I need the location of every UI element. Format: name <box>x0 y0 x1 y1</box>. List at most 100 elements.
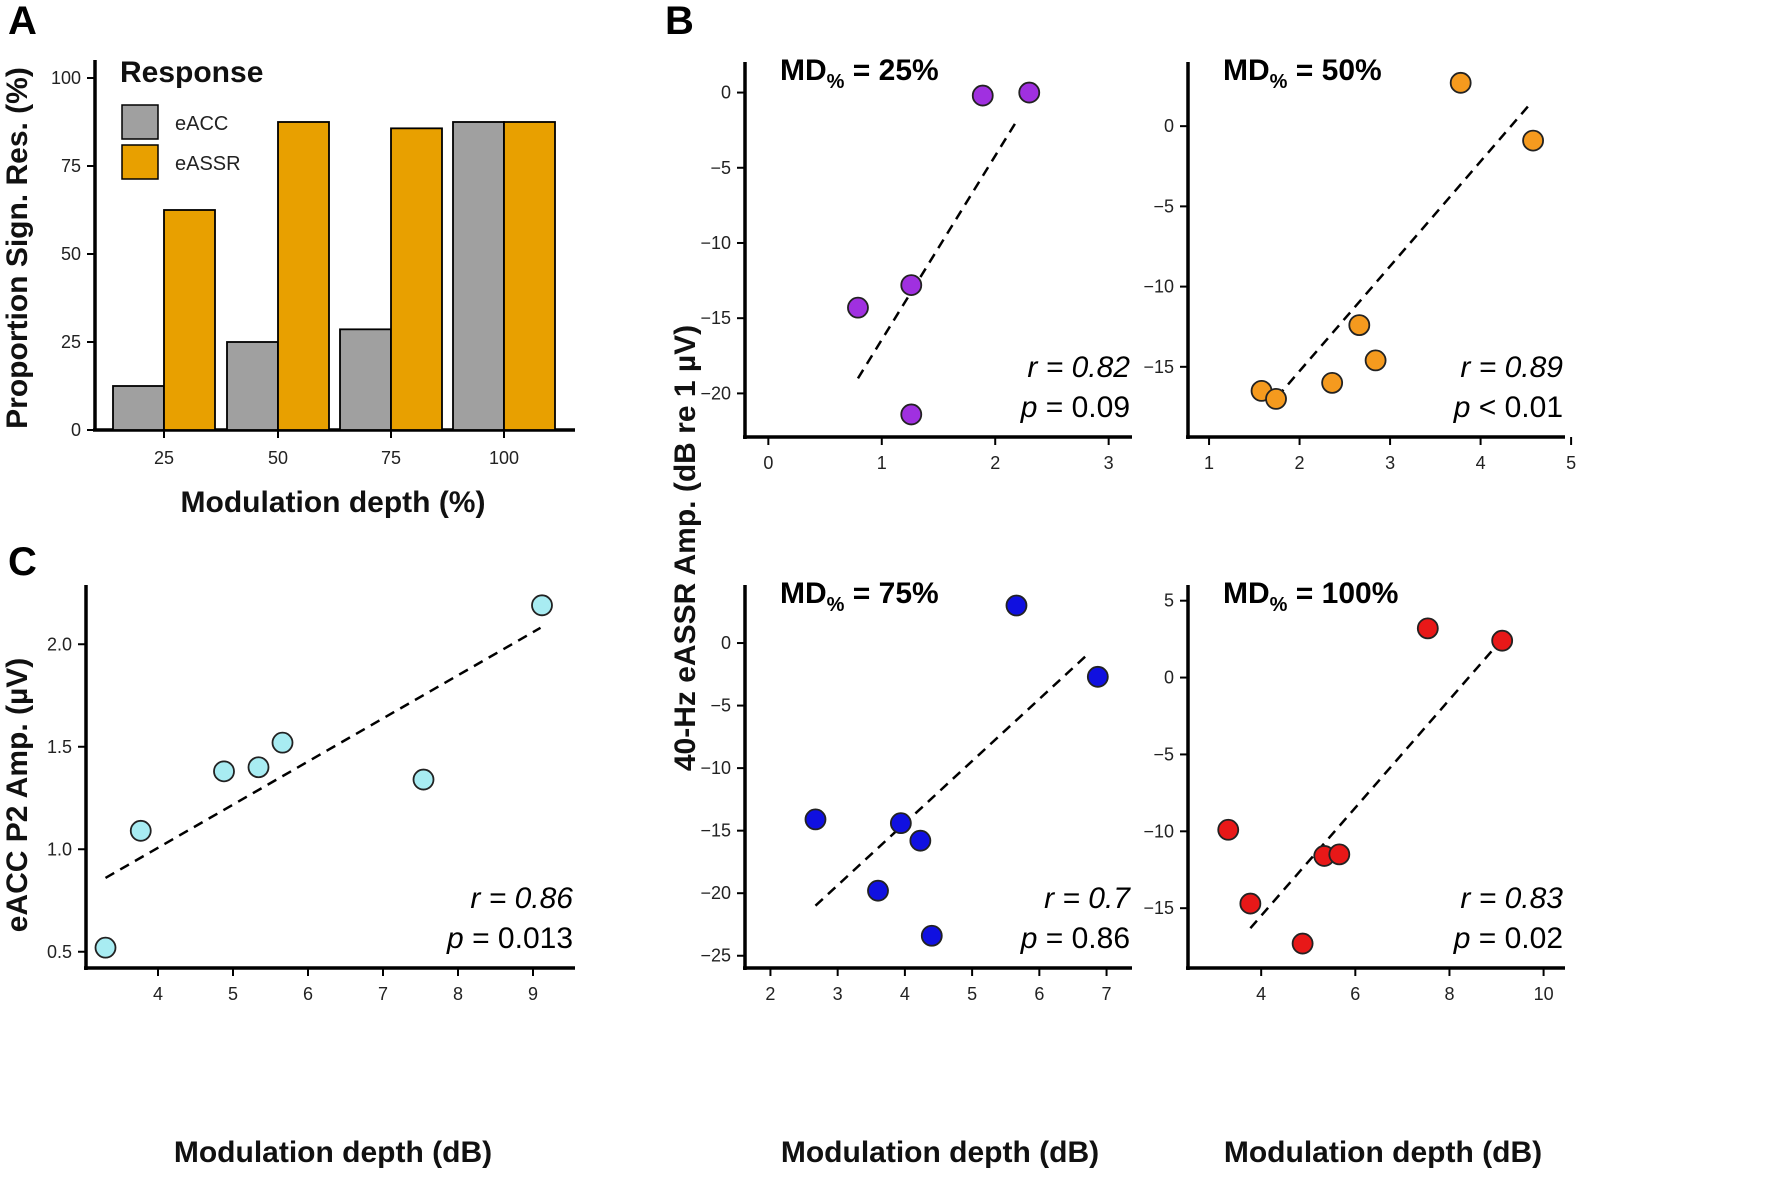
panel-b3-y-tick-label: −15 <box>700 821 731 841</box>
panel-a-x-tick-label: 100 <box>489 448 519 468</box>
panel-b4-point <box>1239 892 1262 915</box>
panel-b4-x-tick-label: 4 <box>1256 984 1266 1004</box>
panel-b3-r-value: r = 0.7 <box>1044 882 1131 915</box>
panel-c-x-tick-label: 5 <box>228 984 238 1004</box>
bar-eacc-100 <box>452 121 505 431</box>
panel-b1-r-value: r = 0.82 <box>1027 351 1130 384</box>
md-prefix: MD <box>1223 577 1270 610</box>
panel-c-y-tick-label: 0.5 <box>47 942 72 962</box>
panel-b4-y-tick-label: −10 <box>1143 821 1174 841</box>
panel-letter-b: B <box>665 0 694 43</box>
panel-b4-p-value: p = 0.02 <box>1453 922 1563 955</box>
panel-b3-md-title: MD% = 75% <box>780 577 939 616</box>
legend-label-eacc: eACC <box>175 113 228 135</box>
panel-b2-point <box>1265 388 1287 410</box>
panel-b3-point <box>804 808 827 831</box>
panel-c-x-label: Modulation depth (dB) <box>174 1136 492 1169</box>
panel-c-point <box>271 731 294 754</box>
panel-b3-fit-line <box>814 654 1088 907</box>
panel-b3-x-tick-label: 5 <box>967 984 977 1004</box>
panel-b2-x-tick-label: 1 <box>1204 453 1214 473</box>
panel-b3-y-tick-label: −25 <box>700 946 731 966</box>
panel-b2-x-tick-label: 2 <box>1295 453 1305 473</box>
panel-b2-x-tick-label: 5 <box>1566 453 1576 473</box>
panel-b3-x-label: Modulation depth (dB) <box>781 1136 1099 1169</box>
panel-b4-point <box>1217 818 1240 841</box>
panel-b4-y-tick-label: −5 <box>1153 744 1174 764</box>
panel-b4-scatter: 5 0 −5 −10 −15 4 6 8 10 MD% = 100% r = 0.83 p = 0.0… <box>1143 577 1565 1004</box>
panel-b1-point <box>900 403 923 426</box>
panel-b3-scatter: 0 −5 −10 −15 −20 −25 2 3 4 5 6 7 MD% = 75% r = 0.7 p =… <box>700 577 1132 1004</box>
panel-b1-y-tick-label: −10 <box>700 233 731 253</box>
panel-b4-y-tick-label: 0 <box>1164 668 1174 688</box>
md-value: = 100% <box>1287 577 1398 610</box>
panel-letter-c: C <box>8 540 37 584</box>
legend-swatch-eacc <box>121 104 159 140</box>
panel-a-y-tick-label: 75 <box>61 156 81 176</box>
panel-a-x-tick-label: 75 <box>381 448 401 468</box>
panel-c-x-tick-label: 6 <box>303 984 313 1004</box>
md-subscript: % <box>1270 594 1288 616</box>
legend-label-eassr: eASSR <box>175 153 241 175</box>
panel-b1-y-tick-label: −5 <box>710 158 731 178</box>
panel-a-y-label: Proportion Sign. Res. (%) <box>1 67 34 429</box>
panel-c-y-label: eACC P2 Amp. (µV) <box>1 658 34 933</box>
panel-b2-point <box>1321 371 1344 394</box>
panel-b1-scatter: 0 −5 −10 −15 −20 0 1 2 3 MD% = 25% r = 0.82 p = 0.0… <box>700 54 1132 473</box>
md-subscript: % <box>827 71 845 93</box>
panel-b4-y-tick-label: 5 <box>1164 591 1174 611</box>
panel-b4-y-tick-label: −15 <box>1143 898 1174 918</box>
panel-b4-point <box>1491 629 1514 652</box>
panel-b4-point <box>1416 617 1439 640</box>
panel-a-x-tick-label: 50 <box>268 448 288 468</box>
panel-b1-point <box>847 296 869 319</box>
legend-title: Response <box>120 56 263 89</box>
panel-b2-point <box>1522 129 1544 152</box>
panel-b3-y-tick-label: −20 <box>700 883 731 903</box>
panel-b2-x-tick-label: 3 <box>1385 453 1395 473</box>
panel-b2-md-title: MD% = 50% <box>1223 54 1382 93</box>
panel-b1-x-tick-label: 0 <box>763 453 773 473</box>
panel-b2-y-tick-label: 0 <box>1164 116 1174 136</box>
panel-b2-y-tick-label: −15 <box>1143 357 1174 377</box>
panel-b2-r-value: r = 0.89 <box>1460 351 1563 384</box>
panel-b4-x-tick-label: 10 <box>1534 984 1554 1004</box>
panel-b1-y-tick-label: −15 <box>700 308 731 328</box>
panel-letter-a: A <box>8 0 37 43</box>
panel-b3-point <box>1005 594 1028 617</box>
panel-c-point <box>247 756 270 779</box>
panel-b2-p-value: p < 0.01 <box>1453 391 1563 424</box>
panel-b3-x-tick-label: 2 <box>765 984 775 1004</box>
panel-b2-x-tick-label: 4 <box>1476 453 1486 473</box>
bar-eacc-25 <box>112 385 165 431</box>
panel-a-x-tick-label: 25 <box>154 448 174 468</box>
panel-b4-md-title: MD% = 100% <box>1223 577 1398 616</box>
bar-eassr-25 <box>163 209 216 431</box>
panel-b3-y-tick-label: −10 <box>700 758 731 778</box>
panel-c-x-tick-label: 8 <box>453 984 463 1004</box>
panel-b1-point <box>1018 81 1041 104</box>
panel-c-y-tick-label: 2.0 <box>47 634 72 654</box>
panel-a-x-label: Modulation depth (%) <box>181 486 486 519</box>
panel-b3-p-value: p = 0.86 <box>1020 922 1130 955</box>
panel-b3-point <box>909 829 932 852</box>
panel-c-point <box>94 936 117 959</box>
panel-b4-r-value: r = 0.83 <box>1460 882 1563 915</box>
bar-eassr-50 <box>277 121 330 431</box>
panel-b4-point <box>1328 843 1351 866</box>
panel-b4-x-tick-label: 6 <box>1350 984 1360 1004</box>
panel-b2-point <box>1348 314 1371 337</box>
md-subscript: % <box>1270 71 1288 93</box>
md-prefix: MD <box>780 54 827 87</box>
panel-b1-point <box>900 274 923 296</box>
panel-c-y-tick-label: 1.5 <box>47 737 72 757</box>
panel-c-y-tick-label: 1.0 <box>47 839 72 859</box>
panel-b1-point <box>971 84 994 107</box>
panel-b3-point <box>889 812 912 835</box>
panel-b1-x-tick-label: 3 <box>1104 453 1114 473</box>
panel-b1-x-tick-label: 2 <box>990 453 1000 473</box>
legend-swatch-eassr <box>121 144 159 180</box>
panel-b3-x-tick-label: 4 <box>900 984 910 1004</box>
panel-c-scatter: Modulation depth (dB) eACC P2 Amp. (µV) … <box>1 585 575 1169</box>
panel-b4-x-tick-label: 8 <box>1444 984 1454 1004</box>
